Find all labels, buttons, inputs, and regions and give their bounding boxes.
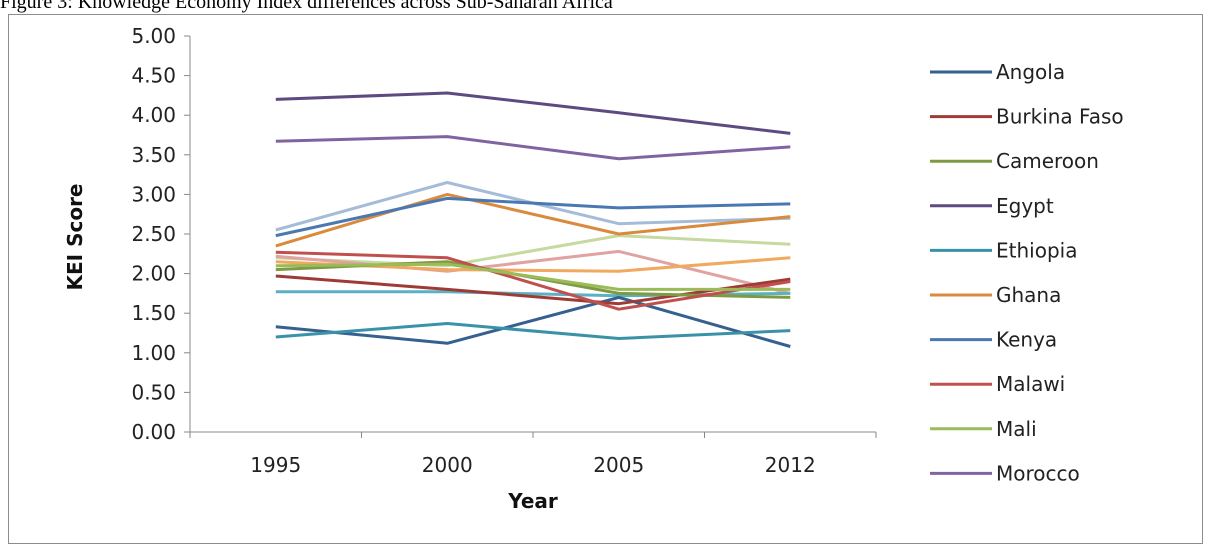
y-tick-label: 2.50 [131,222,176,246]
y-tick-label: 5.00 [131,24,176,48]
legend-label-kenya: Kenya [996,328,1057,352]
y-tick-label: 3.00 [131,182,176,206]
y-tick-label: 4.50 [131,64,176,88]
series-line-ethiopia [275,322,791,340]
legend-label-cameroon: Cameroon [996,149,1099,173]
series-line-egypt [275,91,791,135]
legend-label-burkina-faso: Burkina Faso [996,105,1124,129]
series-line-angola [275,295,791,348]
x-axis-title: Year [507,489,558,513]
legend-label-angola: Angola [996,60,1065,84]
y-tick-label: 2.00 [131,262,176,286]
y-tick-label: 4.00 [131,103,176,127]
y-tick-label: 0.50 [131,380,176,404]
y-tick-label: 0.00 [131,420,176,444]
series-lines [275,91,791,348]
legend-label-morocco: Morocco [996,461,1080,485]
legend: Angola Burkina Faso Cameroon Egypt Ethiopia G… [930,60,1124,485]
y-tick-label: 3.50 [131,143,176,167]
series-line-unlabeled [275,249,791,295]
figure-caption: Figure 3: Knowledge Economy Index differ… [0,0,613,13]
chart-frame [8,14,1203,544]
legend-label-ghana: Ghana [996,283,1061,307]
series-line-burkina-faso [275,274,791,306]
series-line-kenya [275,196,791,238]
series-line-unlabeled [275,234,791,268]
x-tick-label: 2005 [593,453,644,477]
series-line-malawi [275,250,791,311]
legend-label-mali: Mali [996,417,1037,441]
series-line-mali [275,262,791,291]
series-line-morocco [275,135,791,161]
legend-label-malawi: Malawi [996,372,1065,396]
series-line-ghana [275,192,791,248]
x-tick-label: 1995 [250,453,301,477]
legend-label-egypt: Egypt [996,194,1054,218]
y-tick-label: 1.00 [131,341,176,365]
legend-label-ethiopia: Ethiopia [996,238,1077,262]
y-axis: 0.00 0.50 1.00 1.50 2.00 2.50 3.00 3.50 4.00 4.50… [131,24,191,444]
y-axis-title: KEI Score [63,184,87,291]
x-tick-label: 2012 [765,453,816,477]
x-tick-label: 2000 [422,453,473,477]
x-axis: 1995 2000 2005 2012 [189,431,877,477]
y-tick-label: 1.50 [131,301,176,325]
